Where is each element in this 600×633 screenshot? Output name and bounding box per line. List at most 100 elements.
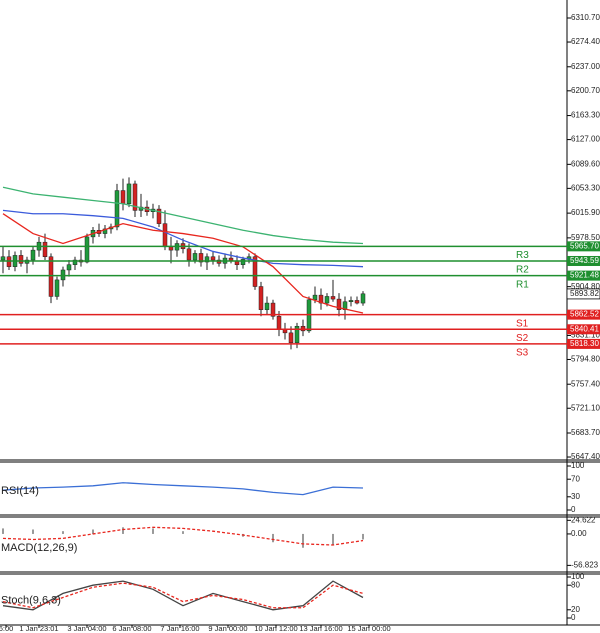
- y-tick-label: 6053.30: [571, 183, 600, 192]
- y-tick-label: 5721.10: [571, 403, 600, 412]
- candle-body: [156, 208, 162, 224]
- level-label: 5862.52: [570, 310, 599, 319]
- y-tick-label: 6200.70: [571, 86, 600, 95]
- level-label: 5965.70: [570, 241, 599, 250]
- y-tick-label: 24.622: [571, 515, 596, 524]
- x-tick-label: 10 Jan 12:00: [254, 624, 297, 633]
- candle-body: [132, 183, 138, 211]
- x-tick-label: 9 Jan 00:00: [208, 624, 247, 633]
- x-tick-label: 15 Jan 00:00: [347, 624, 390, 633]
- candle-body: [336, 298, 342, 310]
- level-name: R3: [516, 250, 529, 261]
- indicator-title: MACD(12,26,9): [1, 542, 77, 554]
- y-tick-label: 0: [571, 613, 576, 622]
- y-tick-label: 5647.40: [571, 452, 600, 461]
- macd-bar: [92, 529, 94, 534]
- indicator-line: [2, 209, 364, 268]
- candle-body: [30, 249, 36, 261]
- candle-body: [126, 183, 132, 205]
- candle-body: [192, 253, 198, 261]
- level-label: 5818.30: [570, 339, 599, 348]
- y-tick-label: 100: [571, 572, 585, 581]
- level-box: [567, 309, 600, 320]
- candle-body: [162, 223, 168, 248]
- macd-bar: [302, 533, 304, 548]
- macd-bar: [272, 533, 274, 543]
- indicator-line: [2, 482, 364, 496]
- candle-body: [120, 190, 126, 205]
- indicator-line: [2, 526, 364, 546]
- level-box: [567, 270, 600, 281]
- level-box: [567, 338, 600, 349]
- level-name: R1: [516, 279, 529, 290]
- indicator-title: RSI(14): [1, 485, 39, 497]
- macd-bar: [122, 527, 124, 534]
- candle-body: [330, 296, 336, 300]
- level-label: 5840.41: [570, 324, 599, 333]
- level-box: [567, 255, 600, 266]
- y-tick-label: 30: [571, 492, 580, 501]
- candle-body: [294, 325, 300, 344]
- y-tick-label: 0: [571, 505, 576, 514]
- macd-bar: [362, 533, 364, 540]
- x-tick-label: 7 Jan 16:00: [160, 624, 199, 633]
- candle-body: [18, 255, 24, 264]
- level-label: 5943.59: [570, 256, 599, 265]
- y-tick-label: 100: [571, 461, 585, 470]
- candle-body: [84, 236, 90, 263]
- candle-body: [204, 256, 210, 263]
- macd-bar: [32, 529, 34, 534]
- candle-body: [48, 256, 54, 297]
- candle-body: [114, 190, 120, 228]
- y-tick-label: 6015.90: [571, 208, 600, 217]
- indicator-title: Stoch(9,6,3): [1, 594, 61, 606]
- last-price-box: [566, 288, 600, 300]
- level-box: [567, 324, 600, 335]
- y-tick-label: 5904.80: [571, 282, 600, 291]
- indicator-line: [2, 186, 364, 245]
- y-tick-label: 5978.50: [571, 233, 600, 242]
- y-tick-label: 5794.80: [571, 355, 600, 364]
- candle-body: [282, 329, 288, 334]
- indicator-line: [2, 580, 364, 611]
- candle-body: [42, 241, 48, 257]
- last-price-label: 5893.82: [570, 289, 599, 298]
- level-name: S2: [516, 333, 529, 344]
- level-name: S3: [516, 348, 529, 359]
- candle-body: [312, 294, 318, 301]
- candle-body: [54, 279, 60, 297]
- x-tick-label: 6:00: [0, 624, 13, 633]
- y-tick-label: 6310.70: [571, 13, 600, 22]
- x-tick-label: 13 Jan 16:00: [299, 624, 342, 633]
- y-tick-label: -56.823: [571, 560, 599, 569]
- macd-bar: [2, 528, 4, 534]
- candle-body: [360, 293, 366, 304]
- candle-body: [168, 246, 174, 251]
- indicator-line: [2, 582, 364, 609]
- y-tick-label: 5683.70: [571, 428, 600, 437]
- level-name: R2: [516, 265, 529, 276]
- candle-body: [348, 300, 354, 302]
- candle-body: [252, 256, 258, 287]
- y-tick-label: 6089.60: [571, 159, 600, 168]
- candle-body: [276, 316, 282, 330]
- macd-bar: [332, 533, 334, 545]
- level-box: [567, 241, 600, 252]
- x-tick-label: 6 Jan 08:00: [112, 624, 151, 633]
- indicator-line: [2, 213, 364, 314]
- candle-body: [198, 253, 204, 263]
- level-name: S1: [516, 318, 529, 329]
- candle-body: [288, 332, 294, 344]
- candle-body: [0, 256, 6, 261]
- candle-body: [270, 302, 276, 317]
- level-label: 5921.48: [570, 271, 599, 280]
- y-tick-label: 80: [571, 580, 580, 589]
- y-tick-label: 6274.40: [571, 37, 600, 46]
- candle-body: [186, 248, 192, 261]
- y-tick-label: 6127.00: [571, 135, 600, 144]
- candle-body: [354, 300, 360, 304]
- candle-body: [210, 256, 216, 261]
- macd-bar: [182, 531, 184, 534]
